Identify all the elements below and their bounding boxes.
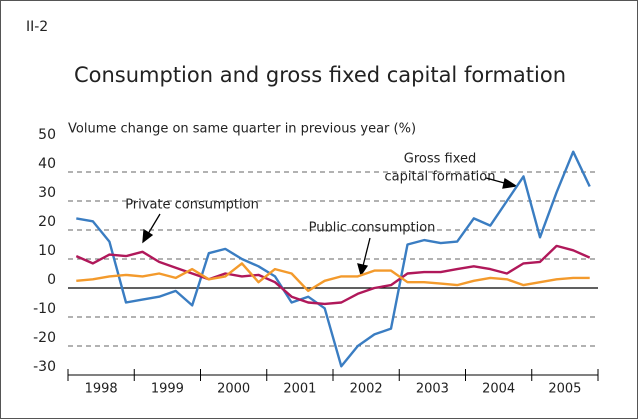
arrows: [142, 177, 518, 277]
series-line: [76, 262, 590, 293]
x-tick-label: 1999: [151, 382, 184, 397]
arrow: [147, 213, 161, 235]
y-tick-label: -20: [33, 330, 56, 346]
x-tick-label: 2003: [416, 382, 449, 397]
arrow: [362, 237, 371, 267]
x-tick-label: 2001: [283, 382, 316, 397]
y-tick-label: 20: [38, 214, 56, 230]
x-tick-label: 2004: [482, 382, 515, 397]
x-tick-label: 2005: [548, 382, 581, 397]
panel-label: II-2: [26, 19, 48, 35]
y-tick-label: 50: [38, 127, 56, 143]
arrow-head: [357, 263, 369, 277]
x-tick-label: 1998: [85, 382, 118, 397]
y-tick-label: 40: [38, 156, 56, 172]
chart-title: Consumption and gross fixed capital form…: [74, 63, 566, 87]
y-tick-label: -30: [33, 359, 56, 375]
y-tick-label: 30: [38, 185, 56, 201]
x-tick-label: 2002: [350, 382, 383, 397]
series-line: [76, 150, 591, 368]
annotation: capital formation: [385, 170, 496, 185]
arrow-head: [142, 228, 154, 244]
x-tick-label: 2000: [217, 382, 250, 397]
y-tick-label: -10: [33, 301, 56, 317]
series-line: [75, 244, 591, 306]
arrow-head: [502, 177, 518, 189]
annotation: Public consumption: [309, 221, 436, 236]
y-axis-label: Volume change on same quarter in previou…: [68, 122, 416, 137]
y-tick-label: 10: [38, 243, 56, 259]
annotation: Private consumption: [125, 198, 259, 213]
y-tick-label: 0: [47, 272, 56, 288]
annotation: Gross fixed: [404, 152, 477, 167]
